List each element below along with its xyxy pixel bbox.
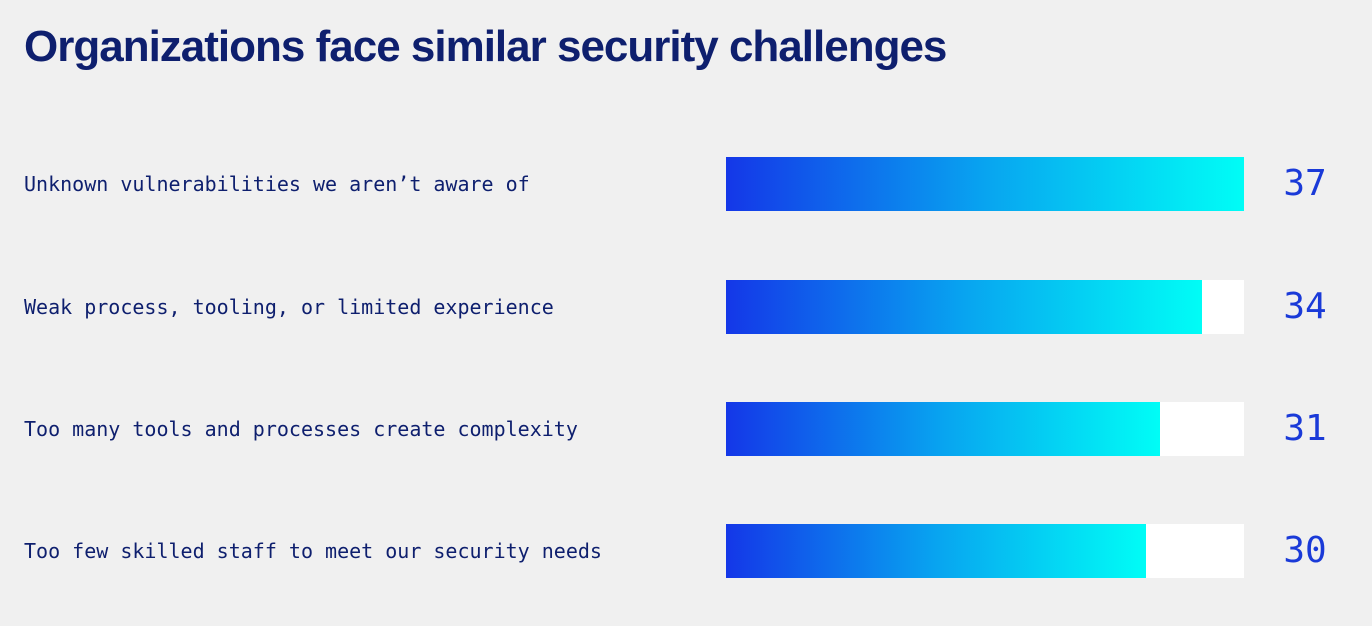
bar	[726, 280, 1202, 334]
bar-label: Unknown vulnerabilities we aren’t aware …	[24, 172, 530, 196]
bar-track	[726, 280, 1244, 334]
bar-row: Too few skilled staff to meet our securi…	[0, 524, 1372, 578]
bar-label: Weak process, tooling, or limited experi…	[24, 295, 554, 319]
bar-row: Too many tools and processes create comp…	[0, 402, 1372, 456]
bar-value-label: 34	[1283, 286, 1327, 327]
bar-label: Too few skilled staff to meet our securi…	[24, 539, 602, 563]
bar-label: Too many tools and processes create comp…	[24, 417, 578, 441]
bar-value-label: 31	[1283, 408, 1327, 449]
bar	[726, 402, 1160, 456]
bar-track	[726, 402, 1244, 456]
chart-title: Organizations face similar security chal…	[24, 22, 947, 71]
bar	[726, 524, 1146, 578]
bar-track	[726, 524, 1244, 578]
bar-value-label: 30	[1283, 530, 1327, 571]
bar-row: Weak process, tooling, or limited experi…	[0, 280, 1372, 334]
bar-row: Unknown vulnerabilities we aren’t aware …	[0, 157, 1372, 211]
bar	[726, 157, 1244, 211]
bar-value-label: 37	[1283, 163, 1327, 204]
bar-track	[726, 157, 1244, 211]
